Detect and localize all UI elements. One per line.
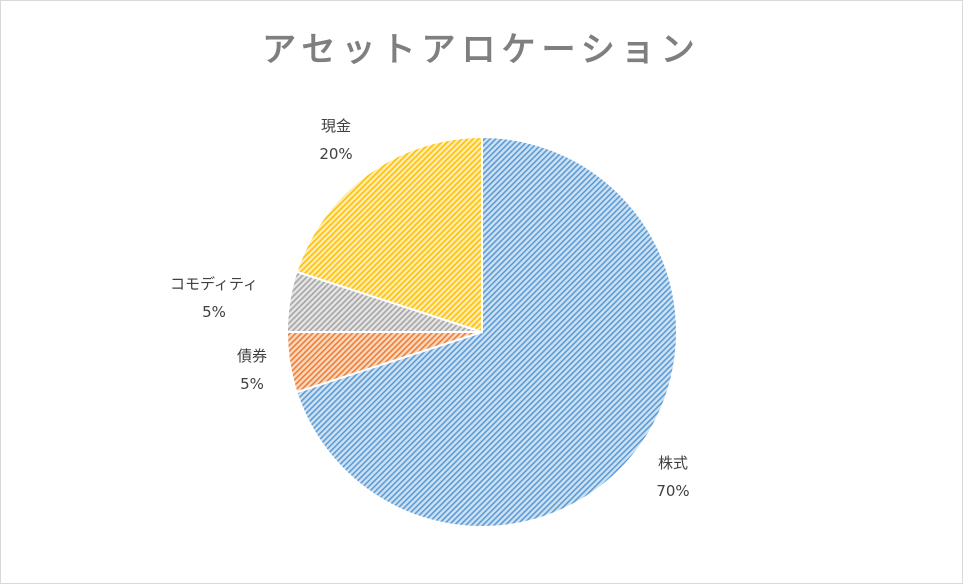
slice-category-label: コモディティ <box>170 275 258 293</box>
pie-slice[interactable] <box>295 135 483 334</box>
chart-title: アセットアロケーション <box>262 30 701 70</box>
slice-category-label: 現金 <box>321 117 351 135</box>
pie-labels: 株式 70% 債券 5% コモディティ 5% 現金 20% <box>170 117 690 500</box>
slice-percent-label: 70% <box>656 482 689 500</box>
slice-category-label: 債券 <box>237 347 267 365</box>
slice-category-label: 株式 <box>658 454 688 472</box>
slice-percent-label: 5% <box>202 303 226 321</box>
pie-slice[interactable] <box>295 135 678 528</box>
pie-slices <box>285 135 678 528</box>
slice-percent-label: 5% <box>240 375 264 393</box>
slice-percent-label: 20% <box>319 145 352 163</box>
